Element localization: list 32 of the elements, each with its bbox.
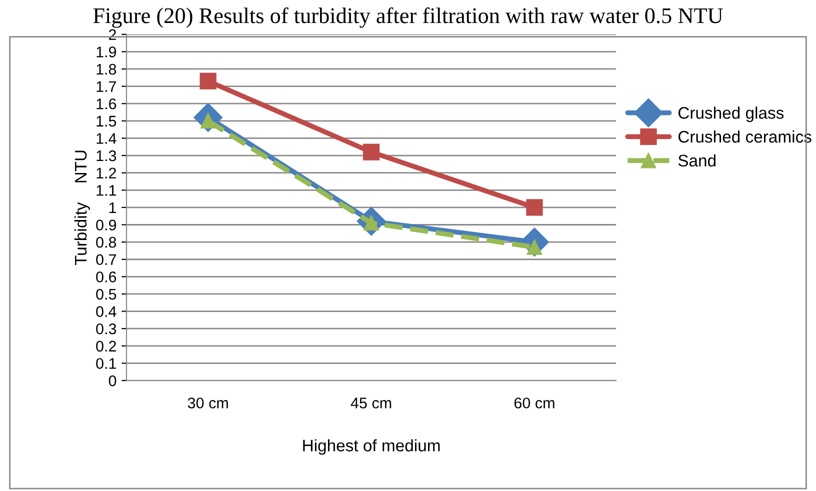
y-tick-label: 1 bbox=[109, 202, 116, 213]
chart-title: Figure (20) Results of turbidity after filtration with raw water 0.5 NTU bbox=[93, 7, 723, 28]
y-tick-label: 0 bbox=[108, 375, 116, 386]
y-tick-label: 1.5 bbox=[96, 116, 116, 127]
point bbox=[362, 144, 380, 160]
legend-label: Crushed glass bbox=[678, 106, 784, 122]
y-tick-label: 0.6 bbox=[96, 272, 116, 282]
y-tick-label: 1.2 bbox=[96, 168, 116, 178]
y-tick-label: 1.6 bbox=[96, 98, 116, 110]
legend-label: Crushed ceramics bbox=[678, 130, 812, 143]
y-tick-label: 0.2 bbox=[96, 340, 116, 352]
y-tick-label: 1.8 bbox=[96, 64, 116, 75]
x-axis-title: Highest of medium bbox=[303, 439, 440, 455]
x-tick-label: 60 cm bbox=[514, 398, 554, 408]
y-tick-label: 1.3 bbox=[96, 150, 116, 162]
y-tick-label: 0.9 bbox=[96, 220, 116, 230]
y-tick-label: 0.7 bbox=[96, 254, 116, 266]
y-tick-label: 0.8 bbox=[96, 236, 116, 248]
y-axis-title: Turbidity NTU bbox=[74, 150, 90, 266]
y-tick-label: 1.1 bbox=[96, 185, 116, 196]
x-tick-label: 45 cm bbox=[350, 398, 392, 408]
x-tick-label: 30 cm bbox=[188, 398, 228, 408]
y-tick-label: 1.7 bbox=[96, 81, 116, 92]
point bbox=[526, 199, 543, 216]
legend-label: Sand bbox=[678, 154, 716, 167]
y-tick-label: 0.3 bbox=[96, 323, 116, 334]
y-tick-label: 1.4 bbox=[96, 133, 116, 144]
point bbox=[200, 72, 216, 90]
y-tick-label: 1.9 bbox=[96, 46, 116, 58]
y-tick-label: 0.1 bbox=[96, 358, 116, 369]
y-tick-label: 0.5 bbox=[96, 288, 116, 300]
y-tick-label: 0.4 bbox=[96, 306, 116, 317]
